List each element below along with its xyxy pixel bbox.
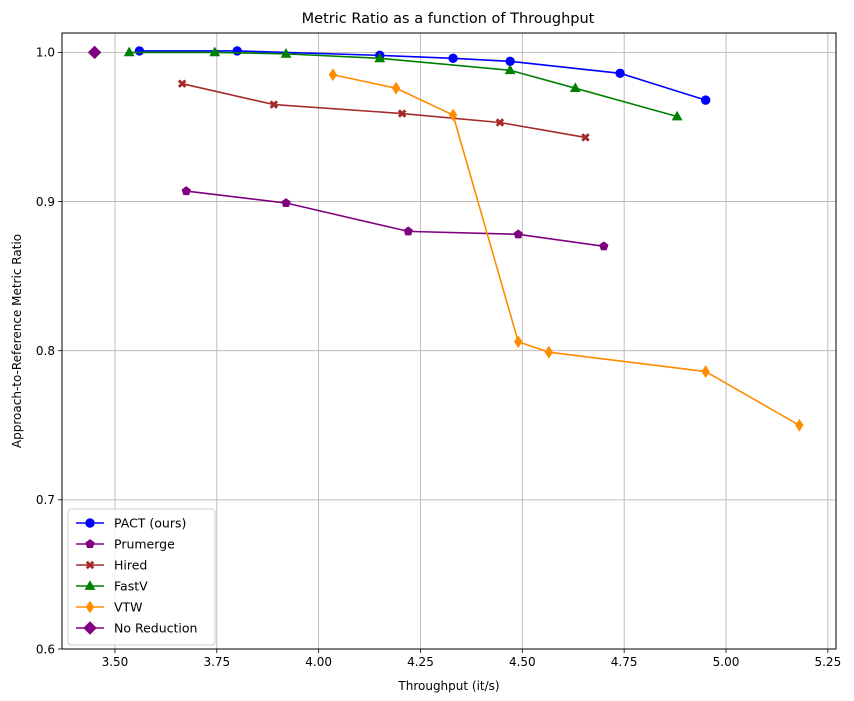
x-tick-label: 4.50 (509, 655, 536, 669)
series-hired (177, 79, 590, 142)
legend-swatch-marker (85, 560, 95, 570)
data-point-vtw (448, 108, 458, 122)
legend-item-vtw: VTW (76, 600, 143, 615)
data-point-fastv (374, 52, 386, 63)
legend-swatch-marker (83, 621, 97, 635)
series-prumerge (181, 186, 609, 251)
data-point-vtw (544, 345, 554, 359)
data-point-prumerge (599, 241, 609, 251)
data-point-fastv (123, 46, 135, 57)
data-point-hired (495, 118, 505, 127)
x-tick-label: 4.00 (305, 655, 332, 669)
legend-swatch-marker (84, 580, 96, 590)
data-point-fastv (209, 46, 221, 57)
data-point-fastv (504, 64, 516, 75)
legend-swatch-marker (85, 600, 95, 614)
legend-item-hired: Hired (76, 558, 147, 573)
legend-label: VTW (114, 600, 143, 615)
legend-swatch-marker (85, 539, 95, 548)
data-point-fastv (569, 82, 581, 93)
y-tick-label: 0.8 (36, 344, 55, 358)
legend-box (67, 508, 216, 646)
data-point-prumerge (403, 226, 413, 236)
data-point-hired (269, 100, 279, 109)
x-tick-label: 5.00 (713, 655, 740, 669)
x-tick-label: 5.25 (814, 655, 841, 669)
legend-item-pact-ours: PACT (ours) (76, 516, 186, 531)
y-axis-label: Approach-to-Reference Metric Ratio (10, 234, 24, 448)
data-point-pact-ours (448, 53, 458, 64)
data-point-fastv (280, 48, 292, 58)
data-point-pact-ours (505, 56, 515, 67)
legend-label: PACT (ours) (114, 516, 186, 531)
x-tick-label: 3.50 (102, 655, 129, 669)
data-point-prumerge (181, 186, 191, 196)
data-point-pact-ours (615, 68, 625, 78)
x-tick-label: 4.75 (611, 655, 638, 669)
series-fastv (123, 46, 683, 121)
y-tick-label: 0.9 (36, 195, 55, 209)
data-point-hired (397, 109, 407, 118)
data-point-pact-ours (232, 46, 242, 56)
legend-label: Prumerge (114, 537, 175, 552)
legend-label: No Reduction (114, 621, 197, 636)
x-axis: 3.50 3.75 4.00 4.25 4.50 4.75 5.00 5.25 (102, 649, 841, 669)
legend: PACT (ours) Prumerge Hired FastV VTW No Reduc… (67, 508, 216, 646)
y-tick-label: 0.6 (36, 642, 55, 656)
legend-label: FastV (114, 579, 148, 594)
legend-item-prumerge: Prumerge (76, 537, 175, 552)
data-point-vtw (391, 81, 401, 95)
data-point-fastv (671, 110, 683, 121)
data-point-vtw (795, 418, 804, 432)
data-point-no-reduction (87, 45, 102, 60)
data-point-hired (177, 79, 187, 88)
data-point-vtw (701, 365, 710, 378)
y-tick-label: 1.0 (36, 46, 55, 60)
data-point-pact-ours (134, 46, 145, 56)
legend-swatch-marker (85, 518, 95, 528)
y-tick-label: 0.7 (36, 493, 55, 507)
series-vtw (328, 68, 804, 432)
legend-item-no-reduction: No Reduction (76, 621, 197, 636)
chart-title: Metric Ratio as a function of Throughput (302, 11, 595, 27)
legend-label: Hired (114, 558, 147, 573)
legend-item-fastv: FastV (76, 579, 148, 594)
x-axis-label: Throughput (it/s) (397, 679, 499, 693)
data-point-vtw (514, 335, 523, 349)
series-layer (87, 45, 804, 432)
data-point-prumerge (281, 198, 291, 208)
data-point-prumerge (513, 229, 523, 239)
x-tick-label: 3.75 (203, 655, 230, 669)
plot-frame (61, 32, 837, 650)
data-point-vtw (328, 68, 338, 82)
x-tick-label: 4.25 (407, 655, 434, 669)
series-no-reduction (87, 45, 102, 60)
y-axis: 0.6 0.7 0.8 0.9 1.0 (36, 46, 62, 656)
data-point-pact-ours (700, 95, 711, 105)
data-point-hired (581, 133, 590, 142)
